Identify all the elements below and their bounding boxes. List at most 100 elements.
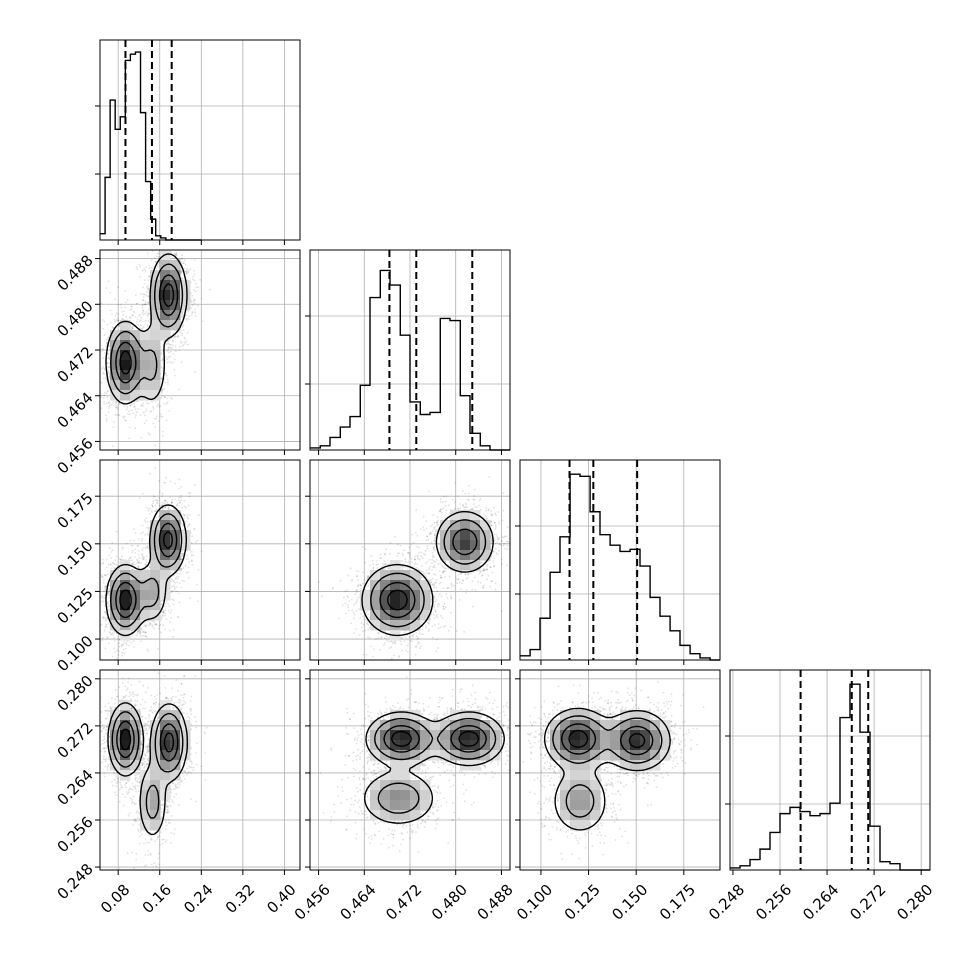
sample-point: [176, 233, 178, 235]
sample-point: [129, 539, 132, 542]
sample-point: [185, 270, 188, 273]
sample-point: [176, 586, 178, 588]
sample-point: [102, 616, 104, 618]
sample-point: [180, 568, 183, 571]
sample-point: [157, 647, 160, 650]
sample-point: [129, 316, 132, 319]
sample-point: [166, 245, 168, 247]
sample-point: [113, 320, 116, 323]
sample-point: [197, 304, 199, 307]
sample-point: [162, 340, 165, 343]
density-cell: [170, 270, 181, 281]
sample-point: [102, 372, 105, 374]
sample-point: [108, 376, 111, 379]
sample-point: [117, 406, 119, 409]
sample-point: [107, 622, 110, 625]
density-cell: [110, 340, 121, 351]
sample-point: [165, 600, 168, 603]
sample-point: [186, 554, 188, 557]
sample-point: [115, 404, 118, 407]
sample-point: [111, 561, 114, 564]
sample-point: [183, 336, 186, 339]
sample-point: [164, 372, 167, 375]
sample-point: [117, 317, 119, 320]
density-cell: [120, 330, 131, 341]
sample-point: [100, 381, 103, 384]
sample-point: [95, 553, 97, 555]
sample-point: [144, 533, 147, 536]
sample-point: [104, 391, 106, 394]
sample-point: [107, 591, 110, 594]
sample-point: [170, 397, 172, 399]
sample-point: [188, 243, 190, 245]
density-cell: [150, 390, 161, 401]
sample-point: [113, 562, 116, 565]
sample-point: [105, 625, 108, 628]
sample-point: [142, 326, 145, 329]
sample-point: [161, 430, 164, 433]
density-cell: [110, 370, 121, 381]
sample-point: [123, 652, 126, 655]
sample-point: [182, 324, 185, 327]
sample-point: [153, 627, 156, 630]
sample-point: [148, 513, 151, 515]
sample-point: [134, 316, 137, 318]
sample-point: [165, 243, 167, 245]
sample-point: [111, 632, 114, 635]
sample-point: [168, 605, 171, 608]
sample-point: [92, 342, 94, 344]
sample-point: [180, 262, 183, 264]
density-cell: [130, 340, 141, 351]
sample-point: [131, 327, 134, 329]
sample-point: [137, 566, 140, 569]
sample-point: [145, 290, 148, 293]
sample-point: [140, 328, 143, 330]
sample-point: [92, 607, 94, 609]
density-cell: [140, 390, 151, 401]
sample-point: [140, 316, 143, 319]
sample-point: [164, 612, 167, 615]
sample-point: [102, 357, 105, 359]
sample-point: [144, 635, 147, 637]
sample-point: [131, 551, 133, 553]
sample-point: [108, 594, 111, 596]
sample-point: [148, 275, 151, 278]
sample-point: [103, 320, 106, 323]
sample-point: [153, 243, 155, 245]
sample-point: [194, 299, 196, 301]
sample-point: [197, 286, 200, 289]
sample-point: [158, 491, 161, 493]
sample-point: [103, 400, 105, 403]
sample-point: [175, 254, 177, 257]
sample-point: [152, 422, 155, 425]
sample-point: [156, 499, 159, 502]
sample-point: [173, 579, 175, 582]
sample-point: [106, 342, 108, 344]
sample-point: [187, 576, 190, 579]
sample-point: [137, 630, 139, 633]
sample-point: [143, 296, 145, 298]
sample-point: [167, 243, 169, 245]
sample-point: [133, 406, 136, 408]
sample-point: [102, 348, 104, 351]
sample-point: [113, 318, 116, 321]
sample-point: [146, 545, 149, 548]
sample-point: [149, 410, 151, 413]
sample-point: [142, 293, 145, 295]
density-cell: [140, 350, 151, 361]
sample-point: [100, 302, 103, 305]
sample-point: [142, 630, 145, 633]
sample-point: [150, 266, 153, 269]
sample-point: [101, 575, 104, 578]
density-cell: [110, 390, 121, 401]
sample-point: [136, 411, 138, 414]
sample-point: [97, 402, 99, 404]
sample-point: [138, 557, 141, 560]
sample-point: [117, 303, 120, 306]
sample-point: [96, 600, 98, 602]
sample-point: [141, 556, 144, 559]
sample-point: [187, 491, 190, 494]
sample-point: [145, 294, 148, 297]
sample-point: [142, 299, 145, 301]
sample-point: [159, 413, 162, 416]
